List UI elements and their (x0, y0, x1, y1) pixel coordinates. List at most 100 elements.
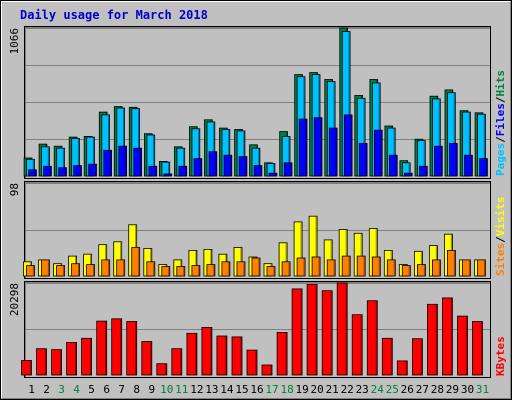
panel-kbytes: 20298 (8, 281, 491, 378)
bar-shade (363, 98, 365, 176)
bar-shade (44, 349, 47, 375)
bar-sites-day-18 (281, 261, 291, 277)
bar-shade (468, 112, 470, 176)
x-tick-label-11: 11 (175, 383, 188, 396)
bar-kbytes-day-10 (156, 363, 168, 376)
bar-shade (245, 157, 247, 176)
bar-shade (423, 141, 425, 176)
x-tick-label-4: 4 (73, 383, 80, 396)
bar-pages-day-31 (479, 158, 488, 177)
bar-shade (123, 108, 125, 176)
bar-kbytes-day-11 (171, 348, 183, 376)
bar-shade (258, 148, 260, 176)
bar-kbytes-day-30 (457, 315, 468, 376)
bar-shade (333, 260, 335, 276)
bar-shade (380, 130, 382, 176)
bar-sites-day-10 (161, 266, 171, 277)
y-max-label: 98 (8, 183, 21, 196)
bar-shade (200, 159, 202, 176)
y-max-label: 1066 (8, 28, 21, 55)
bar-shade (78, 264, 80, 276)
bar-shade (79, 166, 82, 176)
x-tick-label-19: 19 (295, 383, 308, 396)
x-tick-label-15: 15 (235, 383, 248, 396)
bar-shade (29, 361, 32, 375)
bar-shade (108, 115, 110, 176)
bar-shade (375, 301, 377, 375)
x-tick-label-31: 31 (476, 383, 489, 396)
legend-separator: / (494, 136, 507, 143)
bar-shade (138, 248, 140, 276)
x-tick-label-5: 5 (88, 383, 95, 396)
bar-kbytes-day-9 (141, 341, 153, 376)
bar-sites-day-9 (146, 261, 156, 277)
bar-shade (450, 298, 452, 375)
x-tick-label-28: 28 (431, 383, 444, 396)
bar-shade (330, 240, 332, 276)
bar-shade (213, 122, 215, 176)
bar-shade (285, 332, 287, 375)
bar-pages-day-12 (193, 158, 203, 177)
bar-shade (183, 267, 185, 276)
bar-shade (435, 304, 437, 375)
bar-sites-day-6 (101, 259, 111, 277)
bar-shade (423, 265, 425, 276)
bar-shade (408, 266, 410, 276)
x-tick-label-8: 8 (133, 383, 140, 396)
bar-kbytes-day-25 (381, 337, 393, 376)
panel-visits-sites: 98 (8, 181, 491, 279)
bar-shade (288, 136, 290, 176)
bar-shade (230, 155, 232, 176)
bar-sites-day-23 (356, 255, 366, 277)
bar-shade (350, 115, 352, 176)
bar-shade (165, 364, 167, 375)
bar-kbytes-day-20 (306, 283, 318, 376)
x-tick-label-10: 10 (160, 383, 173, 396)
x-tick-label-18: 18 (280, 383, 293, 396)
bar-shade (155, 166, 157, 176)
bar-shade (138, 109, 140, 176)
bar-shade (183, 148, 185, 176)
bar-pages-day-26 (403, 172, 413, 177)
bar-kbytes-day-16 (246, 349, 258, 376)
bar-shade (315, 216, 317, 276)
bar-shade (32, 159, 34, 176)
bar-shade (468, 260, 471, 276)
bar-shade (170, 174, 172, 176)
bar-shade (290, 163, 292, 176)
bar-kbytes-day-28 (426, 303, 438, 376)
bar-sites-day-5 (86, 264, 95, 277)
bar-kbytes-day-3 (51, 349, 62, 376)
bar-sites-day-1 (26, 265, 35, 277)
bar-shade (408, 163, 410, 176)
legend-separator: / (494, 236, 507, 243)
bar-shade (34, 170, 36, 176)
bar-pages-day-2 (43, 165, 52, 177)
bar-shade (123, 260, 125, 276)
x-tick-label-2: 2 (43, 383, 50, 396)
bar-pages-day-24 (373, 129, 383, 177)
bar-shade (125, 146, 127, 176)
chart-title: Daily usage for March 2018 (20, 8, 208, 22)
bar-shade (198, 266, 200, 276)
bar-shade (153, 135, 155, 176)
bar-shade (32, 266, 35, 276)
bar-sites-day-31 (477, 259, 486, 277)
bar-shade (303, 258, 305, 276)
bar-shade (120, 319, 122, 375)
bar-shade (210, 327, 212, 375)
bar-sites-day-4 (71, 263, 80, 277)
bar-shade (480, 322, 483, 375)
bar-kbytes-day-1 (21, 360, 32, 376)
bar-shade (345, 283, 347, 375)
bar-kbytes-day-6 (96, 320, 108, 376)
bar-shade (195, 333, 197, 375)
bar-sites-day-22 (341, 255, 351, 277)
bar-sites-day-3 (56, 265, 65, 277)
bar-pages-day-9 (148, 165, 158, 177)
bar-shade (483, 114, 485, 176)
bar-kbytes-day-8 (126, 321, 138, 376)
bar-sites-day-28 (431, 259, 441, 277)
bar-shade (405, 361, 407, 375)
